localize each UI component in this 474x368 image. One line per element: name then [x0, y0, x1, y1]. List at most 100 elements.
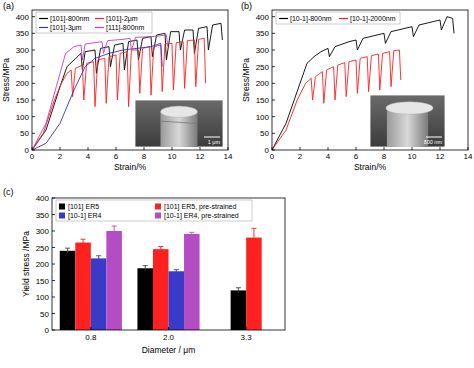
- bar: [91, 258, 107, 330]
- y-tick: [52, 198, 55, 199]
- x-tick-label: 0.8: [85, 333, 97, 342]
- x-tick: [144, 147, 145, 150]
- legend-label: [10-1] ER4: [68, 212, 102, 220]
- scale-bar: [426, 137, 442, 138]
- series-line: [32, 38, 206, 150]
- legend-label: [10-1] ER4, pre-strained: [164, 212, 239, 220]
- y-tick-label: 300: [256, 46, 270, 55]
- x-tick: [90, 327, 91, 330]
- legend-box: [56, 200, 252, 221]
- error-line: [160, 247, 161, 252]
- y-tick-label: 150: [36, 277, 50, 286]
- y-tick-label: 250: [256, 63, 270, 72]
- y-tick-label: 200: [36, 260, 50, 269]
- error-cap: [158, 246, 163, 247]
- y-tick-label: 150: [16, 96, 30, 105]
- legend-swatch: [59, 213, 65, 219]
- x-tick: [200, 147, 201, 150]
- error-cap: [81, 239, 86, 240]
- x-tick-label: 4: [326, 152, 331, 161]
- y-tick-label: 350: [16, 29, 30, 38]
- bar: [60, 251, 76, 330]
- legend-line: [339, 18, 348, 19]
- error-line: [98, 256, 99, 261]
- y-tick-label: 50: [20, 129, 29, 138]
- error-cap: [236, 287, 241, 288]
- y-tick: [272, 83, 275, 84]
- bar: [169, 271, 185, 330]
- error-cap: [251, 228, 256, 229]
- bar: [106, 231, 122, 330]
- error-cap: [65, 248, 70, 249]
- legend-swatch: [155, 213, 161, 219]
- error-cap: [112, 226, 117, 227]
- panel-label: (c): [3, 187, 14, 197]
- y-tick: [52, 297, 55, 298]
- legend-label: [10-1]-2000nm: [350, 15, 396, 23]
- y-tick: [52, 330, 55, 331]
- y-tick-label: 250: [36, 244, 50, 253]
- x-tick-label: 2: [298, 152, 303, 161]
- panel: 800 nm02468101214Strain/%050100150200250…: [241, 1, 473, 172]
- y-tick-label: 200: [256, 79, 270, 88]
- y-tick: [272, 66, 275, 67]
- y-tick-label: 0: [25, 146, 30, 155]
- error-bar: [81, 239, 86, 246]
- sem-inset: 1 μm: [135, 100, 223, 147]
- sem-inset: 800 nm: [370, 95, 445, 147]
- y-tick: [32, 150, 35, 151]
- plot-frame: [272, 10, 468, 150]
- y-tick-label: 100: [256, 113, 270, 122]
- bar: [137, 268, 153, 330]
- x-tick-label: 2.0: [163, 333, 175, 342]
- error-line: [253, 228, 254, 246]
- error-line: [67, 248, 68, 253]
- bar: [184, 234, 200, 330]
- legend-label: [10-1]-800nm: [290, 15, 332, 23]
- bar: [246, 238, 262, 330]
- legend-box: [36, 12, 152, 33]
- y-tick-label: 300: [36, 227, 50, 236]
- x-tick-label: 10: [168, 152, 177, 161]
- y-tick: [272, 150, 275, 151]
- y-tick: [52, 214, 55, 215]
- y-tick-label: 50: [40, 310, 49, 319]
- error-bar: [96, 256, 101, 261]
- x-tick: [384, 147, 385, 150]
- y-axis-label: Stress/MPa: [1, 58, 11, 102]
- legend-box: [276, 12, 400, 24]
- y-tick-label: 100: [16, 113, 30, 122]
- y-tick-label: 400: [256, 13, 270, 22]
- error-line: [83, 239, 84, 246]
- y-tick: [32, 33, 35, 34]
- legend-line: [39, 18, 48, 19]
- y-tick: [32, 133, 35, 134]
- x-tick: [32, 147, 33, 150]
- x-tick: [228, 147, 229, 150]
- error-bar: [112, 226, 117, 236]
- legend: [101] ER5[101] ER5, pre-strained[10-1] E…: [56, 200, 252, 221]
- x-tick: [356, 147, 357, 150]
- x-tick-label: 8: [382, 152, 387, 161]
- y-tick: [272, 16, 275, 17]
- y-axis-label: Stress/MPa: [241, 58, 251, 102]
- x-tick-label: 3.3: [241, 333, 253, 342]
- x-tick-label: 0: [270, 152, 275, 161]
- error-bar: [174, 270, 179, 273]
- plot-frame: [52, 198, 285, 330]
- legend-line: [39, 27, 48, 28]
- error-line: [238, 288, 239, 293]
- x-axis-label: Strain/%: [354, 162, 387, 172]
- y-tick-label: 350: [256, 29, 270, 38]
- y-tick-label: 200: [16, 79, 30, 88]
- y-tick: [272, 133, 275, 134]
- inset-image: [135, 100, 223, 147]
- x-tick: [60, 147, 61, 150]
- y-tick: [32, 83, 35, 84]
- y-tick: [32, 16, 35, 17]
- x-tick: [88, 147, 89, 150]
- y-tick: [52, 264, 55, 265]
- x-tick: [412, 147, 413, 150]
- x-tick-label: 8: [142, 152, 147, 161]
- error-bar: [65, 248, 70, 253]
